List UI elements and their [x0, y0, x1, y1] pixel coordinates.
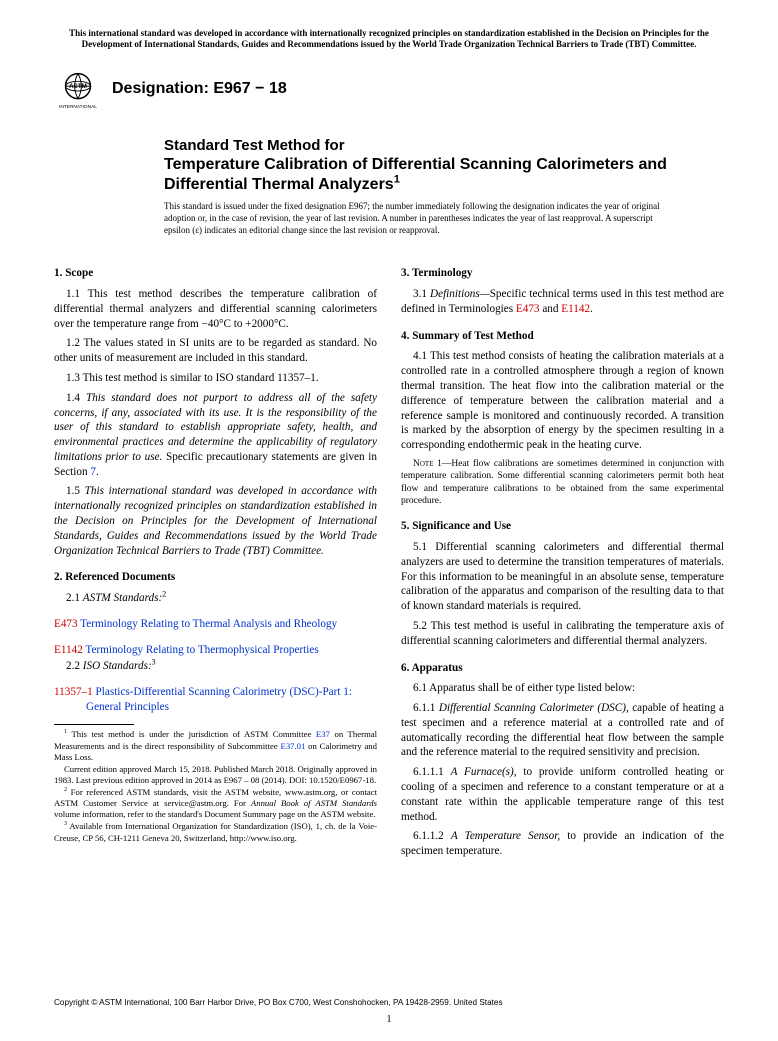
para-1-5: 1.5 This international standard was deve… — [54, 484, 377, 558]
p15-num: 1.5 — [66, 485, 85, 497]
ref-iso-11357: 11357–1 Plastics-Differential Scanning C… — [54, 685, 377, 715]
title-main: Temperature Calibration of Differential … — [164, 155, 684, 195]
copyright: Copyright © ASTM International, 100 Barr… — [54, 998, 503, 1007]
p6111-term: A Furnace(s), — [451, 766, 517, 778]
footnote-3: 3 Available from International Organizat… — [54, 821, 377, 843]
para-1-1: 1.1 This test method describes the tempe… — [54, 287, 377, 331]
p31-num: 3.1 — [413, 288, 430, 300]
p6111-num: 6.1.1.1 — [413, 766, 451, 778]
page-number: 1 — [0, 1014, 778, 1025]
two-columns: 1. Scope 1.1 This test method describes … — [54, 254, 724, 864]
section-4-head: 4. Summary of Test Method — [401, 329, 724, 344]
para-3-1: 3.1 Definitions—Specific technical terms… — [401, 287, 724, 317]
para-5-1: 5.1 Differential scanning calorimeters a… — [401, 540, 724, 614]
para-6-1-1-2: 6.1.1.2 A Temperature Sensor, to provide… — [401, 829, 724, 859]
fn2-t2: volume information, refer to the standar… — [54, 809, 375, 819]
p31-e1142[interactable]: E1142 — [561, 303, 590, 315]
title-prefix: Standard Test Method for — [164, 137, 684, 156]
ref-e473-text[interactable]: Terminology Relating to Thermal Analysis… — [78, 618, 338, 630]
fn1-link2[interactable]: E37.01 — [281, 741, 306, 751]
section-1-head: 1. Scope — [54, 266, 377, 281]
issue-note: This standard is issued under the fixed … — [164, 201, 664, 236]
para-6-1-1: 6.1.1 Differential Scanning Calorimeter … — [401, 701, 724, 760]
footnote-1b: Current edition approved March 15, 2018.… — [54, 764, 377, 786]
para-5-2: 5.2 This test method is useful in calibr… — [401, 619, 724, 649]
para-2-2: 2.2 ISO Standards:3 — [54, 659, 377, 674]
p611-term: Differential Scanning Calorimeter (DSC), — [439, 702, 629, 714]
title-block: Standard Test Method for Temperature Cal… — [164, 137, 684, 196]
left-column: 1. Scope 1.1 This test method describes … — [54, 254, 377, 864]
ref-e473: E473 Terminology Relating to Thermal Ana… — [54, 617, 377, 632]
note1-label: Note — [413, 459, 433, 469]
p14-num: 1.4 — [66, 392, 86, 404]
note-1: Note 1—Heat flow calibrations are someti… — [401, 458, 724, 507]
astm-logo: ASTM INTERNATIONAL — [54, 65, 102, 113]
p22-sup: 3 — [152, 657, 156, 666]
p14-tail2: . — [96, 466, 99, 478]
p31-and: and — [540, 303, 562, 315]
p22-num: 2.2 — [66, 660, 83, 672]
p6112-num: 6.1.1.2 — [413, 830, 451, 842]
title-sup: 1 — [394, 174, 400, 186]
designation-row: ASTM INTERNATIONAL Designation: E967 − 1… — [54, 65, 724, 113]
section-5-head: 5. Significance and Use — [401, 519, 724, 534]
section-2-head: 2. Referenced Documents — [54, 570, 377, 585]
para-6-1: 6.1 Apparatus shall be of either type li… — [401, 681, 724, 696]
ref-e1142: E1142 Terminology Relating to Thermophys… — [54, 643, 377, 658]
p21-label: ASTM Standards: — [83, 592, 162, 604]
svg-text:ASTM: ASTM — [69, 83, 87, 90]
fn1-t1: This test method is under the jurisdicti… — [67, 729, 316, 739]
ref-e1142-code[interactable]: E1142 — [54, 644, 83, 656]
p6112-term: A Temperature Sensor, — [451, 830, 560, 842]
para-2-1: 2.1 ASTM Standards:2 — [54, 591, 377, 606]
right-column: 3. Terminology 3.1 Definitions—Specific … — [401, 254, 724, 864]
p31-dot: . — [590, 303, 593, 315]
para-1-4: 1.4 This standard does not purport to ad… — [54, 391, 377, 480]
designation-text: Designation: E967 − 18 — [112, 80, 287, 98]
p22-label: ISO Standards: — [83, 660, 152, 672]
ref-e1142-text[interactable]: Terminology Relating to Thermophysical P… — [83, 644, 319, 656]
para-6-1-1-1: 6.1.1.1 A Furnace(s), to provide uniform… — [401, 765, 724, 824]
note1-body: 1—Heat flow calibrations are sometimes d… — [401, 459, 724, 506]
title-main-text: Temperature Calibration of Differential … — [164, 156, 667, 193]
section-6-head: 6. Apparatus — [401, 661, 724, 676]
header-note: This international standard was develope… — [54, 28, 724, 51]
fn1-link1[interactable]: E37 — [316, 729, 330, 739]
footnote-2: 2 For referenced ASTM standards, visit t… — [54, 787, 377, 820]
svg-text:INTERNATIONAL: INTERNATIONAL — [59, 104, 97, 110]
section-3-head: 3. Terminology — [401, 266, 724, 281]
fn2-italic: Annual Book of ASTM Standards — [251, 798, 377, 808]
ref-e473-code[interactable]: E473 — [54, 618, 78, 630]
para-4-1: 4.1 This test method consists of heating… — [401, 349, 724, 452]
p21-sup: 2 — [162, 589, 166, 598]
footnote-rule — [54, 724, 134, 725]
p21-num: 2.1 — [66, 592, 83, 604]
para-1-3: 1.3 This test method is similar to ISO s… — [54, 371, 377, 386]
footnote-1: 1 This test method is under the jurisdic… — [54, 729, 377, 762]
ref-iso-code[interactable]: 11357–1 — [54, 686, 93, 698]
p31-e473[interactable]: E473 — [516, 303, 540, 315]
p15-body: This international standard was develope… — [54, 485, 377, 556]
ref-iso-text[interactable]: Plastics-Differential Scanning Calorimet… — [86, 686, 352, 713]
p611-num: 6.1.1 — [413, 702, 439, 714]
page: This international standard was develope… — [0, 0, 778, 1041]
para-1-2: 1.2 The values stated in SI units are to… — [54, 336, 377, 366]
fn3-t1: Available from International Organizatio… — [54, 821, 377, 842]
p31-def: Definitions— — [430, 288, 490, 300]
